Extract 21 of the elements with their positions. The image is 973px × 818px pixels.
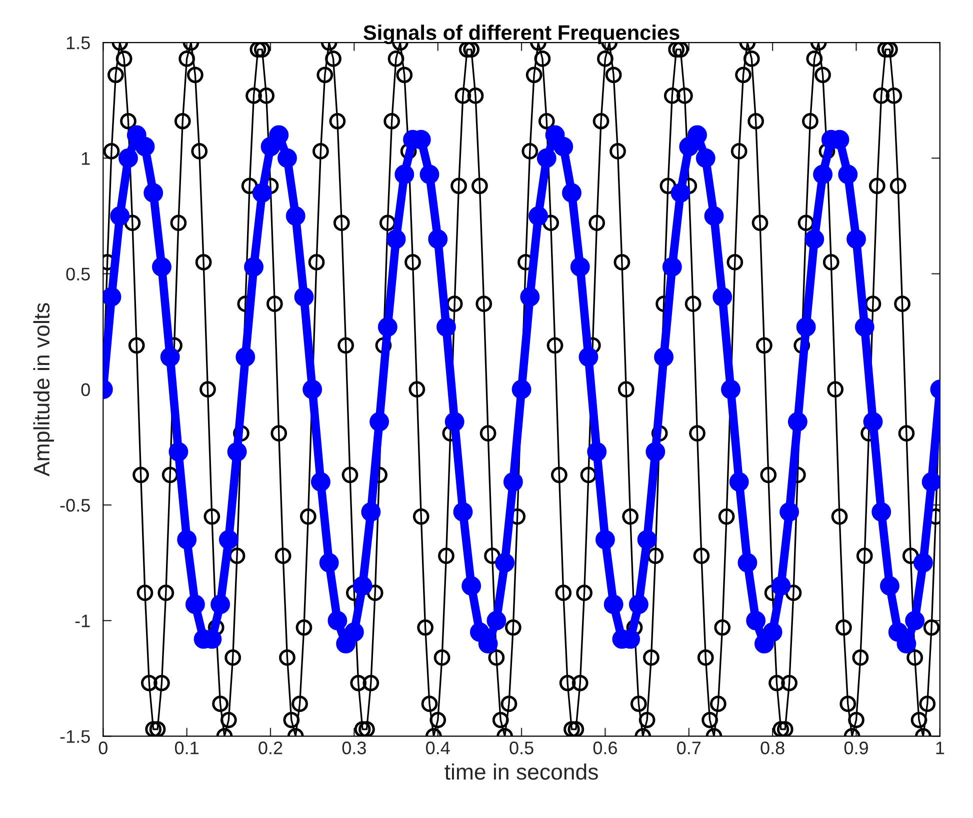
x-tick-label: 0.2 (258, 742, 282, 754)
x-tick-label: 0.4 (426, 742, 450, 754)
x-tick-label: 0.1 (174, 742, 198, 754)
y-tick-label: -0.5 (60, 498, 90, 512)
x-tick-label: 0.6 (593, 742, 617, 754)
x-axis-title: time in seconds (444, 763, 598, 780)
x-tick-label: 0.9 (844, 742, 868, 754)
y-axis-title: Amplitude in volts (33, 303, 54, 476)
x-tick-label: 0.7 (677, 742, 701, 754)
y-tick-label: 0.5 (66, 268, 90, 280)
x-tick-label: 0.8 (760, 742, 784, 754)
y-tick-label: -1 (75, 614, 90, 628)
x-tick-label: 0 (98, 742, 108, 754)
y-tick-label: 0 (81, 383, 90, 396)
y-tick-label: 1.5 (66, 36, 90, 50)
x-tick-label: 0.3 (342, 742, 366, 754)
x-tick-label: 1 (936, 742, 944, 754)
y-tick-label: -1.5 (60, 730, 90, 743)
y-tick-label: 1 (82, 152, 90, 165)
x-tick-label: 0.5 (510, 742, 534, 754)
chart-title: Signals of different Frequencies (364, 24, 680, 44)
